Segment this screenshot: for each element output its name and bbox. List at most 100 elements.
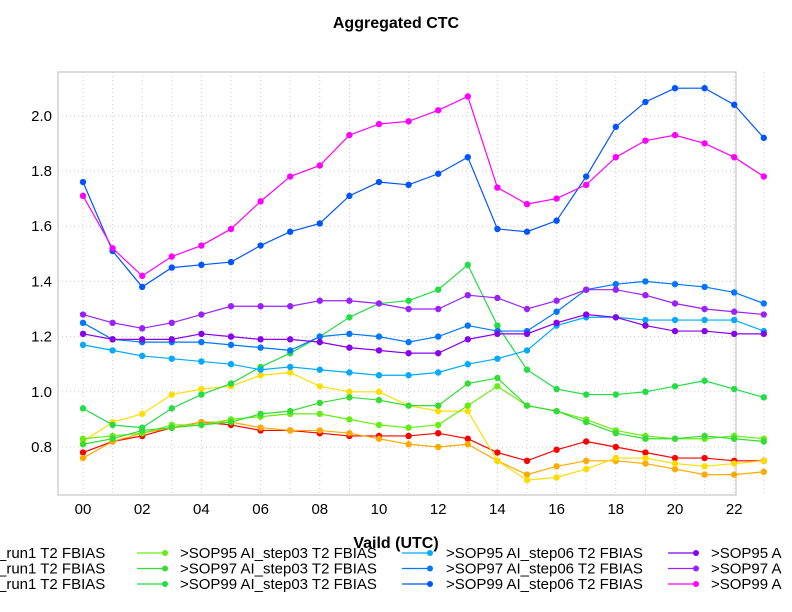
- x-tick-label: 06: [252, 501, 269, 518]
- data-point: [227, 361, 235, 368]
- data-point: [375, 178, 383, 186]
- data-point: [168, 355, 175, 362]
- data-point: [760, 394, 767, 401]
- data-point: [671, 280, 679, 288]
- data-point: [731, 308, 738, 315]
- data-point: [553, 407, 560, 415]
- data-point: [731, 385, 738, 393]
- data-point: [109, 421, 116, 429]
- data-point: [257, 344, 264, 351]
- data-point: [287, 427, 294, 434]
- data-point: [139, 336, 146, 343]
- data-point: [139, 424, 146, 431]
- data-point: [612, 154, 619, 161]
- series-10: [79, 286, 767, 332]
- series-5: [79, 261, 767, 431]
- data-point: [701, 463, 708, 470]
- chart-title: Aggregated CTC: [333, 15, 460, 32]
- data-point: [435, 170, 442, 177]
- legend-item: >SOP95 A: [668, 545, 781, 562]
- legend-item: >SOP95 AI_step03 T2 FBIAS: [137, 545, 377, 562]
- data-point: [523, 347, 531, 354]
- data-point: [346, 416, 353, 423]
- data-point: [671, 454, 679, 462]
- data-point: [405, 424, 412, 431]
- series-line: [82, 87, 765, 288]
- data-point: [346, 131, 353, 139]
- data-point: [494, 457, 501, 464]
- data-point: [583, 391, 590, 398]
- data-point: [642, 449, 649, 456]
- data-point: [523, 228, 531, 235]
- data-point: [553, 308, 560, 315]
- y-tick-label: 1.0: [31, 384, 52, 401]
- series-4: [79, 374, 767, 448]
- x-axis-label: Vaild (UTC): [353, 535, 438, 552]
- data-point: [316, 366, 323, 373]
- data-point: [168, 264, 175, 271]
- legend-swatch-marker: [427, 581, 433, 587]
- data-point: [464, 322, 471, 329]
- data-point: [435, 421, 442, 429]
- legend: _run1 T2 FBIAS_run1 T2 FBIAS_run1 T2 FBI…: [0, 545, 781, 593]
- data-point: [316, 333, 323, 340]
- series-11: [79, 93, 767, 280]
- data-point: [701, 85, 708, 92]
- data-point: [612, 314, 619, 321]
- data-point: [257, 410, 264, 418]
- data-point: [227, 380, 235, 387]
- data-point: [701, 471, 708, 478]
- data-point: [405, 297, 412, 304]
- legend-swatch-marker: [693, 565, 699, 572]
- data-point: [731, 460, 738, 467]
- data-point: [198, 385, 205, 393]
- data-point: [701, 377, 708, 384]
- data-point: [346, 388, 353, 395]
- data-point: [346, 344, 353, 351]
- data-point: [139, 272, 146, 280]
- data-point: [257, 242, 264, 249]
- data-point: [287, 336, 294, 343]
- data-point: [671, 85, 679, 92]
- data-point: [198, 261, 205, 269]
- data-point: [435, 286, 442, 293]
- series-9: [79, 311, 767, 357]
- data-point: [583, 286, 590, 293]
- x-tick-label: 12: [430, 501, 447, 518]
- data-point: [553, 385, 560, 393]
- legend-label: >SOP97 AI_step06 T2 FBIAS: [446, 561, 643, 578]
- data-point: [257, 303, 264, 310]
- x-tick-label: 04: [193, 501, 210, 518]
- data-point: [227, 333, 235, 340]
- data-point: [671, 300, 679, 307]
- data-point: [168, 391, 175, 398]
- data-point: [760, 457, 767, 464]
- data-point: [583, 457, 590, 464]
- data-point: [139, 325, 146, 332]
- data-point: [523, 402, 531, 409]
- data-point: [553, 319, 560, 326]
- data-point: [701, 316, 708, 324]
- data-point: [316, 338, 323, 346]
- series-line: [82, 280, 765, 352]
- data-point: [346, 394, 353, 401]
- data-point: [168, 253, 175, 260]
- data-point: [316, 399, 323, 407]
- data-point: [287, 303, 294, 310]
- data-point: [553, 195, 560, 202]
- data-point: [109, 347, 116, 354]
- data-point: [405, 441, 412, 448]
- data-point: [642, 460, 649, 467]
- data-point: [109, 319, 116, 326]
- legend-label: >SOP95 AI_step06 T2 FBIAS: [446, 545, 643, 562]
- legend-label: >SOP99 AI_step06 T2 FBIAS: [446, 576, 643, 593]
- data-point: [375, 347, 383, 354]
- data-point: [553, 446, 560, 453]
- data-point: [346, 430, 353, 437]
- data-point: [464, 407, 471, 415]
- data-point: [257, 366, 264, 373]
- data-point: [435, 369, 442, 376]
- x-tick-label: 20: [667, 501, 684, 518]
- data-point: [198, 391, 205, 398]
